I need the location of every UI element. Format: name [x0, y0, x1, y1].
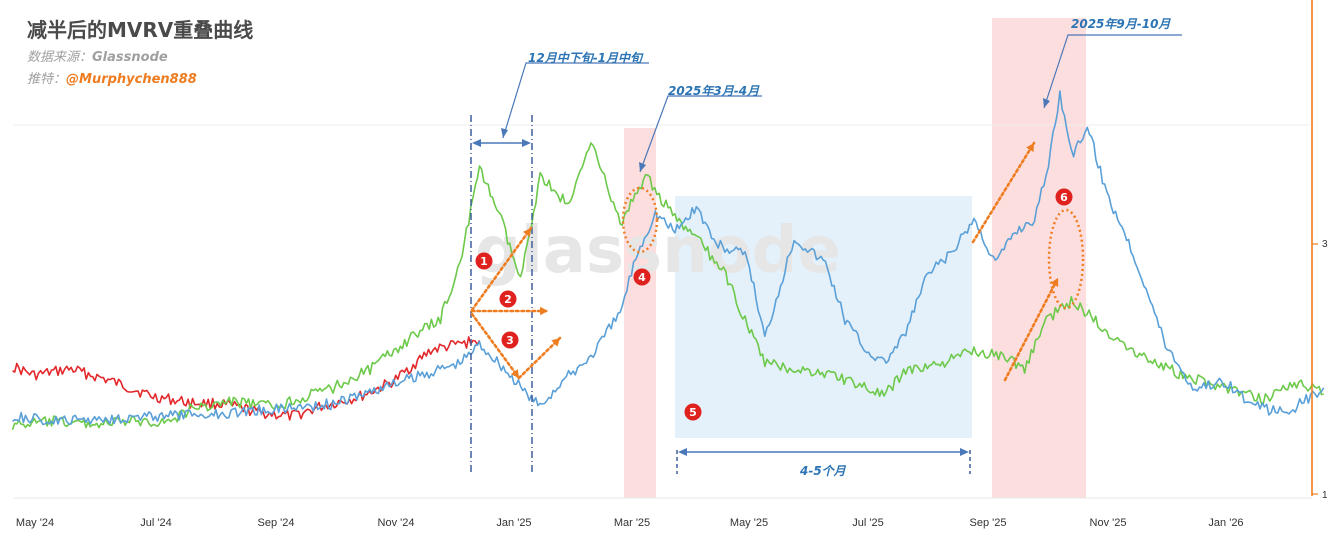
range-shade-blue — [675, 196, 972, 438]
author-handle: @Murphychen888 — [66, 72, 197, 87]
leader-line-3-head — [1043, 98, 1050, 108]
trend-arrow-rebound — [517, 336, 562, 380]
x-tick-label: May '24 — [16, 517, 54, 529]
x-tick-label: Jul '24 — [140, 517, 171, 529]
x-tick-label: Sep '24 — [258, 517, 295, 529]
badge-label-6: 6 — [1060, 191, 1068, 204]
series-line-green — [11, 142, 1324, 431]
badge-5 — [684, 403, 702, 421]
badge-label-2: 2 — [504, 293, 512, 306]
leader-line-3 — [1043, 34, 1182, 109]
x-tick-label: May '25 — [730, 517, 768, 529]
annotation-sep-oct: 2025年9月-10月 — [1071, 17, 1171, 31]
badge-1 — [475, 252, 493, 270]
leader-line-1-head — [501, 128, 508, 138]
x-tick-label: Nov '24 — [378, 517, 415, 529]
watermark: glassnode — [475, 214, 841, 288]
annotation-dec-jan: 12月中下旬-1月中旬 — [528, 51, 643, 65]
badge-label-4: 4 — [638, 271, 646, 284]
badge-6 — [1055, 188, 1073, 206]
badge-label-5: 5 — [689, 406, 697, 419]
leader-line-2-head — [639, 162, 646, 172]
span-arrow-top-head-right — [522, 139, 531, 147]
y-tick-label: 1 — [1322, 490, 1328, 501]
author-line: 推特：@Murphychen888 — [27, 68, 197, 87]
annotation-mar-apr: 2025年3月-4月 — [668, 84, 760, 98]
author-label: 推特： — [27, 72, 67, 87]
trend-arrow-rally — [971, 141, 1036, 244]
source-line: 数据来源：Glassnode — [27, 46, 168, 65]
trend-arrow-down-head — [510, 369, 519, 378]
badge-2 — [499, 290, 517, 308]
trend-arrow-rally-head — [1026, 143, 1034, 152]
badge-3 — [501, 331, 519, 349]
series-line-blue — [12, 90, 1325, 426]
x-tick-label: Nov '25 — [1090, 517, 1127, 529]
x-tick-label: Jul '25 — [852, 517, 883, 529]
x-tick-label: Jan '26 — [1208, 517, 1243, 529]
chart-title: 减半后的MVRV重叠曲线 — [27, 18, 254, 42]
range-shade-red-2 — [992, 18, 1086, 498]
x-tick-label: Sep '25 — [970, 517, 1007, 529]
leader-line-2 — [639, 95, 762, 173]
x-tick-label: Mar '25 — [614, 517, 650, 529]
badge-label-3: 3 — [506, 334, 514, 347]
span-arrow-top-head-left — [472, 139, 481, 147]
y-tick-label: 3 — [1322, 239, 1328, 250]
trend-arrow-recovery — [1003, 276, 1060, 382]
range-shade-red-1 — [624, 128, 656, 498]
trend-arrow-up — [470, 226, 533, 312]
trend-arrow-down — [470, 312, 521, 380]
leader-line-1 — [502, 62, 649, 139]
badge-label-1: 1 — [480, 255, 488, 268]
trend-arrow-recovery-head — [1050, 278, 1059, 287]
trend-arrow-up-head — [522, 228, 531, 237]
annotation-months: 4-5个月 — [800, 464, 846, 478]
source-value: Glassnode — [92, 50, 168, 65]
x-tick-label: Jan '25 — [496, 517, 531, 529]
badge-4 — [633, 268, 651, 286]
trend-arrow-rebound-head — [551, 338, 560, 347]
source-label: 数据来源： — [27, 50, 93, 65]
span-arrow-bottom-head-left — [678, 448, 687, 456]
trend-arrow-flat-head — [540, 306, 548, 316]
span-arrow-bottom-head-right — [960, 448, 969, 456]
highlight-ellipse-2 — [1047, 208, 1085, 310]
highlight-ellipse-1 — [621, 186, 659, 254]
